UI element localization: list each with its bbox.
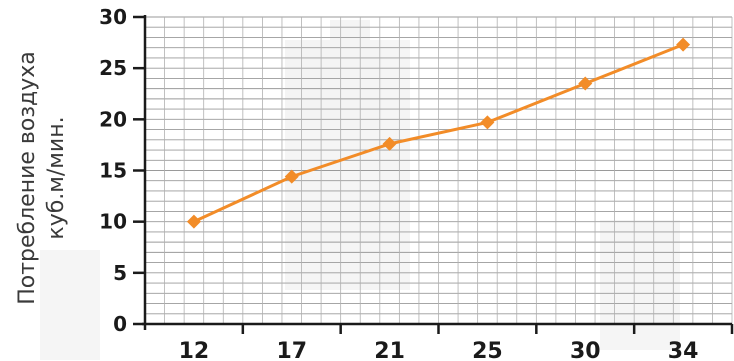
data-point (284, 169, 299, 184)
y-axis-label: Потребление воздуха куб.м/мин. (15, 51, 69, 305)
y-tick-label: 15 (99, 159, 127, 183)
background-decoration (40, 20, 680, 360)
y-tick-label: 25 (99, 56, 127, 80)
x-ticks: 12 17 21 25 30 34 (179, 324, 734, 361)
x-tick-label: 34 (668, 339, 699, 361)
data-point (676, 37, 691, 52)
series-line (193, 43, 684, 224)
x-tick-label: 17 (276, 339, 307, 361)
x-tick-label: 21 (374, 339, 405, 361)
y-tick-label: 10 (99, 210, 127, 234)
data-point (186, 214, 201, 229)
y-tick-label: 30 (99, 5, 127, 29)
y-ticks: 0 5 10 15 20 25 30 (99, 5, 145, 336)
y-axis-label-line-2: куб.м/мин. (44, 116, 69, 239)
plot-grid (144, 16, 733, 324)
y-tick-label: 5 (113, 261, 127, 285)
y-tick-label: 0 (113, 312, 127, 336)
y-tick-label: 20 (99, 107, 127, 131)
data-point (382, 136, 397, 151)
x-tick-label: 12 (179, 339, 210, 361)
x-tick-label: 30 (570, 339, 601, 361)
data-series (186, 37, 691, 229)
data-point (480, 115, 495, 130)
y-axis-label-line-1: Потребление воздуха (15, 51, 40, 305)
x-tick-label: 25 (472, 339, 503, 361)
data-point (578, 76, 593, 91)
